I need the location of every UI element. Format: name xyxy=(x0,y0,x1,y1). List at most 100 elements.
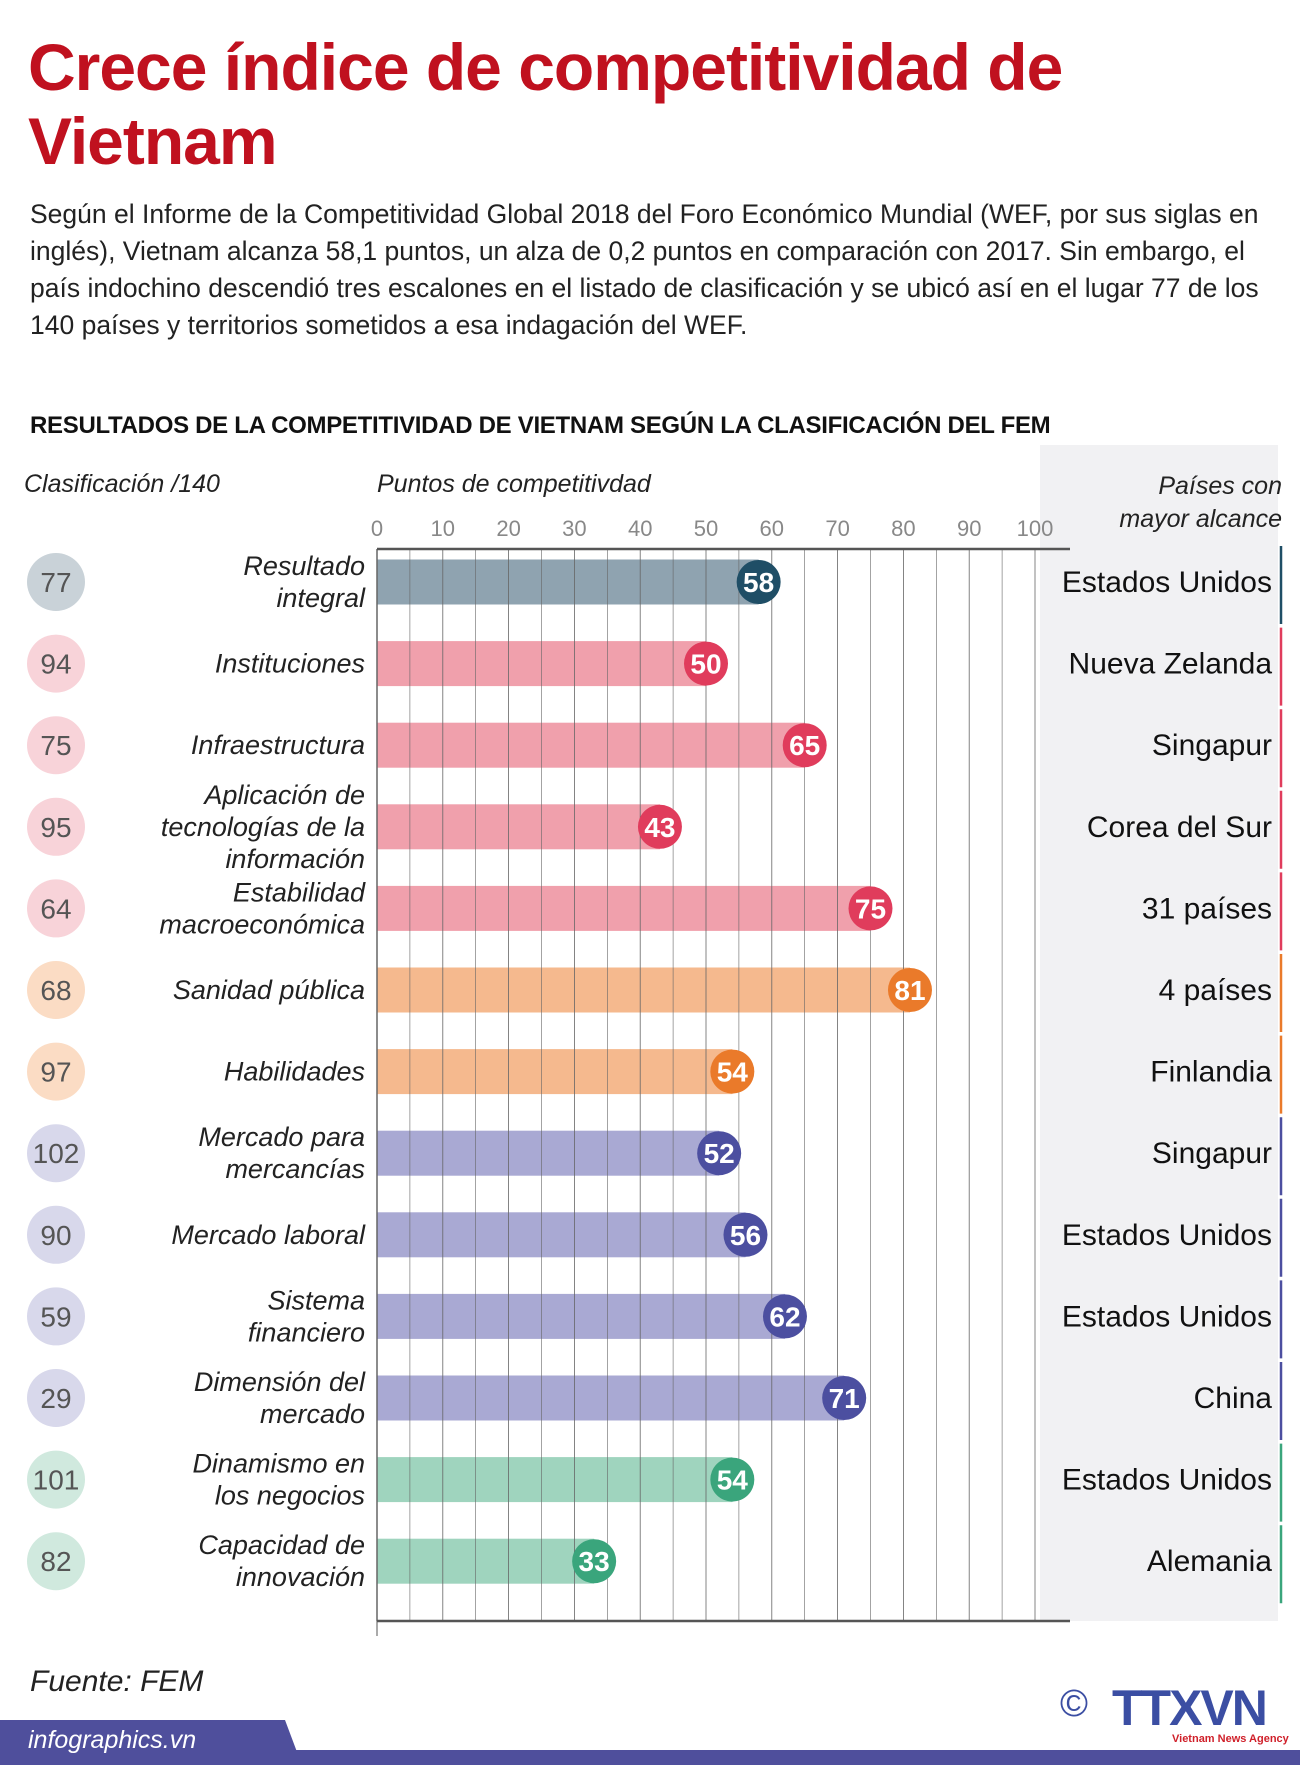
leader-country: Estados Unidos xyxy=(1062,566,1272,599)
value-marker xyxy=(637,804,682,849)
value-label: 43 xyxy=(644,812,675,843)
value-marker xyxy=(762,1294,807,1339)
bar xyxy=(377,1375,845,1421)
value-marker xyxy=(697,1131,742,1176)
bar xyxy=(377,722,805,768)
bar xyxy=(377,559,759,605)
value-label: 71 xyxy=(829,1383,860,1414)
category-label: Dimensión del mercado xyxy=(194,1367,366,1429)
category-label: Sanidad pública xyxy=(173,975,365,1005)
value-label: 54 xyxy=(717,1057,749,1088)
bar-chart: 77 Resultado integral Estados Unidos 94 Insti… xyxy=(27,516,1283,1636)
value-marker xyxy=(822,1376,867,1420)
category-label: Aplicación de tecnologías de la informació… xyxy=(161,780,365,874)
leader-country: Estados Unidos xyxy=(1062,1464,1272,1497)
category-label: Mercado laboral xyxy=(171,1220,366,1250)
leader-country: Estados Unidos xyxy=(1062,1300,1272,1333)
leader-country: Nueva Zelanda xyxy=(1069,648,1273,681)
x-tick-label: 60 xyxy=(760,516,784,541)
bar xyxy=(377,1538,595,1584)
x-tick-label: 10 xyxy=(431,516,455,541)
bar xyxy=(377,1130,720,1176)
value-label: 33 xyxy=(579,1546,610,1577)
rank-value: 29 xyxy=(40,1383,71,1414)
bar xyxy=(377,1212,746,1258)
rank-value: 64 xyxy=(40,893,71,924)
leader-country: 31 países xyxy=(1142,892,1272,925)
value-marker xyxy=(887,968,932,1012)
rank-circle xyxy=(27,1532,85,1591)
value-marker xyxy=(710,1457,755,1502)
x-tick-label: 100 xyxy=(1017,516,1054,541)
rank-circle xyxy=(27,1124,85,1183)
rank-value: 68 xyxy=(40,975,71,1006)
logo-subtitle: Vietnam News Agency xyxy=(1172,1733,1289,1745)
x-tick-label: 40 xyxy=(628,516,652,541)
rank-circle xyxy=(27,716,85,775)
rank-value: 75 xyxy=(40,730,71,761)
x-tick-label: 90 xyxy=(957,516,981,541)
rank-header: Clasificación /140 xyxy=(24,470,220,498)
leader-country: Singapur xyxy=(1152,1137,1272,1170)
rank-circle xyxy=(27,1205,85,1264)
copyright-icon: © xyxy=(1060,1683,1088,1725)
footer-bar xyxy=(0,1750,1300,1765)
value-marker xyxy=(848,886,893,931)
rank-value: 95 xyxy=(40,812,71,843)
x-tick-label: 80 xyxy=(891,516,915,541)
leader-country: China xyxy=(1194,1382,1273,1415)
rank-circle xyxy=(27,1450,85,1509)
category-label: Dinamismo en los negocios xyxy=(192,1449,365,1511)
value-label: 54 xyxy=(717,1465,749,1496)
leader-panel xyxy=(1040,445,1278,1621)
rank-value: 90 xyxy=(40,1220,71,1251)
ttxvn-logo: TTXVN xyxy=(1112,1680,1268,1736)
intro-text: Según el Informe de la Competitividad Gl… xyxy=(30,199,1259,340)
leader-country: Finlandia xyxy=(1150,1056,1272,1089)
value-marker xyxy=(710,1049,755,1094)
value-label: 62 xyxy=(769,1301,800,1332)
country-header: Países con mayor alcance xyxy=(1119,472,1282,533)
rank-value: 77 xyxy=(40,567,71,598)
category-label: Infraestructura xyxy=(191,730,365,760)
chart-title: RESULTADOS DE LA COMPETITIVIDAD DE VIETN… xyxy=(30,412,1051,439)
page-title: Crece índice de competitividad de Vietna… xyxy=(28,30,1063,178)
x-tick-label: 0 xyxy=(371,516,383,541)
bar xyxy=(377,1457,733,1503)
rank-circle xyxy=(27,634,85,693)
category-label: Habilidades xyxy=(224,1057,365,1087)
rank-value: 102 xyxy=(33,1138,80,1169)
value-marker xyxy=(736,560,781,604)
x-tick-label: 20 xyxy=(496,516,520,541)
leader-country: 4 países xyxy=(1159,974,1272,1007)
x-tick-label: 30 xyxy=(562,516,586,541)
value-label: 81 xyxy=(894,975,925,1006)
rank-value: 59 xyxy=(40,1301,71,1332)
leader-country: Estados Unidos xyxy=(1062,1219,1272,1252)
rank-circle xyxy=(27,961,85,1019)
bar xyxy=(377,1049,733,1095)
footer-site[interactable]: infographics.vn xyxy=(28,1726,197,1754)
rank-circle xyxy=(27,1287,85,1346)
rank-circle xyxy=(27,879,85,938)
x-tick-label: 70 xyxy=(825,516,849,541)
value-label: 75 xyxy=(855,893,886,924)
value-label: 50 xyxy=(690,649,721,680)
x-axis-label: Puntos de competitivdad xyxy=(377,470,651,498)
bar xyxy=(377,804,660,850)
value-label: 52 xyxy=(704,1138,735,1169)
rank-circle xyxy=(27,797,85,856)
rank-value: 82 xyxy=(40,1546,71,1577)
rank-value: 97 xyxy=(40,1057,71,1088)
source: Fuente: FEM xyxy=(30,1665,204,1698)
value-marker xyxy=(572,1539,617,1584)
category-label: Sistema financiero xyxy=(248,1285,365,1347)
leader-country: Singapur xyxy=(1152,729,1272,762)
value-marker xyxy=(782,723,827,768)
value-label: 56 xyxy=(730,1220,761,1251)
value-label: 65 xyxy=(789,730,820,761)
x-tick-label: 50 xyxy=(694,516,718,541)
category-label: Mercado para mercancías xyxy=(198,1122,365,1184)
category-label: Resultado integral xyxy=(243,551,366,613)
bar xyxy=(377,885,871,931)
